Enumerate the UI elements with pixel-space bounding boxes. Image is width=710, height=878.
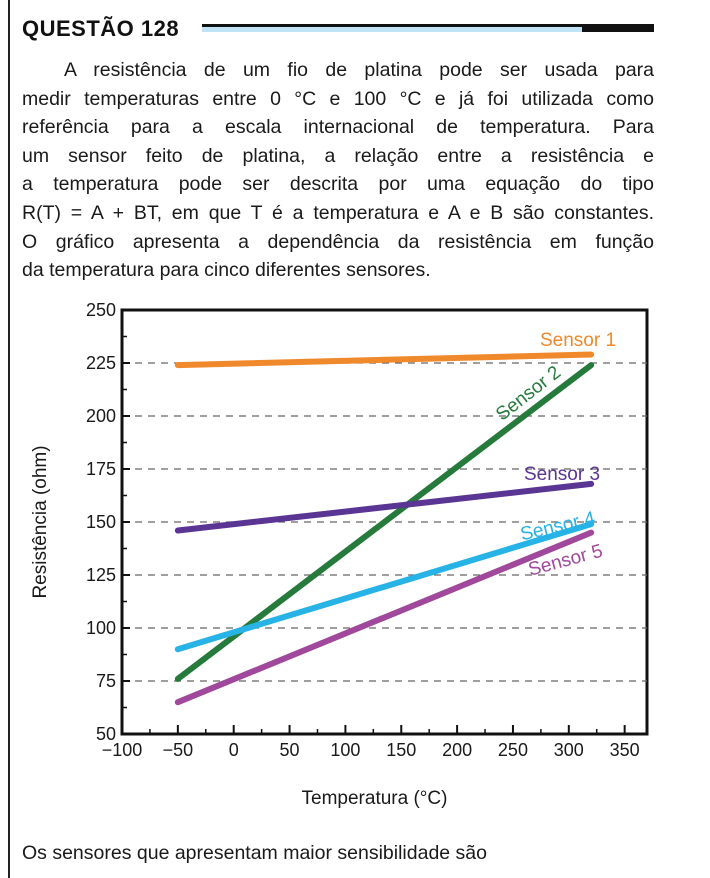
question-header: QUESTÃO 128: [22, 14, 662, 44]
y-tick-label: 175: [86, 459, 116, 479]
y-tick-label: 225: [86, 353, 116, 373]
resistance-chart: 50 75 100 125 150 175 200 225 250 −100 −50 0 50 100 15…: [22, 292, 662, 822]
x-tick-label: 300: [554, 740, 584, 760]
statement-line: O gráfico apresenta a dependência da res…: [22, 230, 654, 253]
statement-line: referência para a escala internacional d…: [22, 116, 654, 139]
x-tick-label: 50: [280, 740, 300, 760]
x-tick-label: 250: [498, 740, 528, 760]
y-tick-label: 50: [96, 724, 116, 744]
x-tick-label: −100: [102, 740, 143, 760]
x-tick-label: 200: [442, 740, 472, 760]
series-label-3: Sensor 3: [524, 464, 600, 485]
title-bar-end: [582, 24, 654, 32]
y-tick-label: 150: [86, 512, 116, 532]
series-line-1: [174, 351, 595, 369]
x-tick-label: 350: [610, 740, 640, 760]
y-axis-title: Resistência (ohm): [30, 445, 51, 598]
statement-line: um sensor feito de platina, a relação en…: [22, 144, 654, 167]
x-axis-title: Temperatura (°C): [302, 788, 448, 809]
y-tick-label: 75: [96, 671, 116, 691]
question-title: QUESTÃO 128: [22, 16, 180, 41]
series-label-1: Sensor 1: [540, 330, 616, 351]
series-label-4: Sensor 4: [518, 508, 597, 546]
x-tick-label: 100: [330, 740, 360, 760]
statement-line: a temperatura pode ser descrita por uma …: [22, 173, 654, 196]
statement-line: A resistência de um fio de platina pode …: [64, 59, 654, 81]
statement-line: medir temperaturas entre 0 °C e 100 °C e…: [22, 87, 654, 110]
statement-line: da temperatura para cinco diferentes sen…: [22, 259, 431, 282]
x-tick-label: −50: [163, 740, 194, 760]
title-bar-line: [202, 24, 654, 27]
title-bar-accent: [202, 27, 582, 32]
y-tick-label: 100: [86, 618, 116, 638]
series-line-3: [174, 480, 595, 534]
x-tick-label: 150: [386, 740, 416, 760]
y-tick-label: 200: [86, 406, 116, 426]
left-margin-rule: [8, 0, 10, 878]
series-line-4: [174, 521, 595, 653]
y-tick-label: 250: [86, 300, 116, 320]
statement-line: R(T) = A + BT, em que T é a temperatura …: [22, 201, 654, 224]
series-line-5: [174, 529, 595, 706]
x-tick-label: 0: [229, 740, 239, 760]
y-tick-label: 125: [86, 565, 116, 585]
question-statement: A resistência de um fio de platina pode …: [22, 56, 654, 285]
question-prompt: Os sensores que apresentam maior sensibi…: [22, 842, 488, 864]
chart-svg: 50 75 100 125 150 175 200 225 250 −100 −50 0 50 100 15…: [30, 300, 649, 809]
